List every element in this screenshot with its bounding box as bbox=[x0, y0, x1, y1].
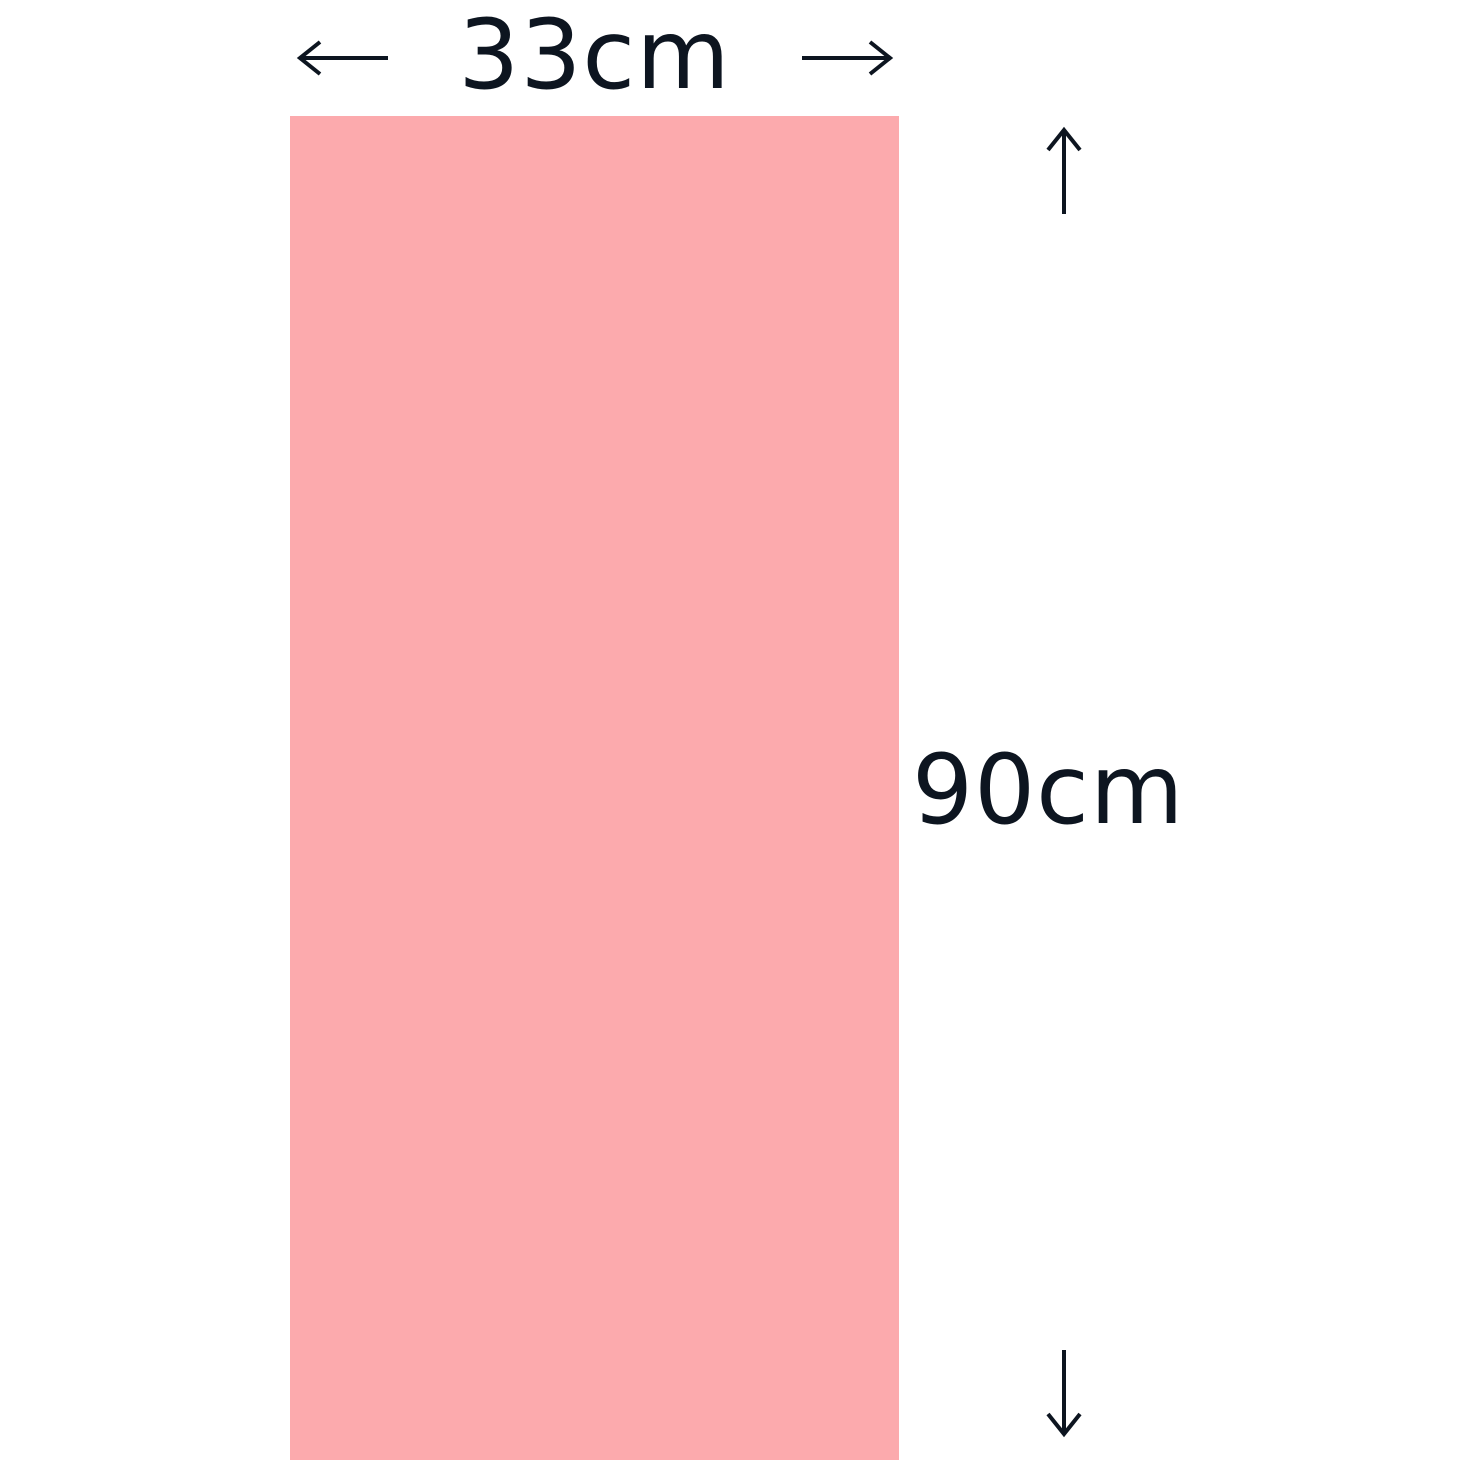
width-label: 33cm bbox=[458, 0, 731, 111]
arrow-down-icon bbox=[1046, 1350, 1082, 1438]
arrow-left-icon bbox=[296, 40, 388, 76]
arrow-up-icon bbox=[1046, 126, 1082, 214]
fabric-panel bbox=[290, 116, 899, 1460]
height-label: 90cm bbox=[912, 734, 1185, 846]
arrow-right-icon bbox=[802, 40, 894, 76]
width-dimension: 33cm bbox=[290, 0, 899, 110]
